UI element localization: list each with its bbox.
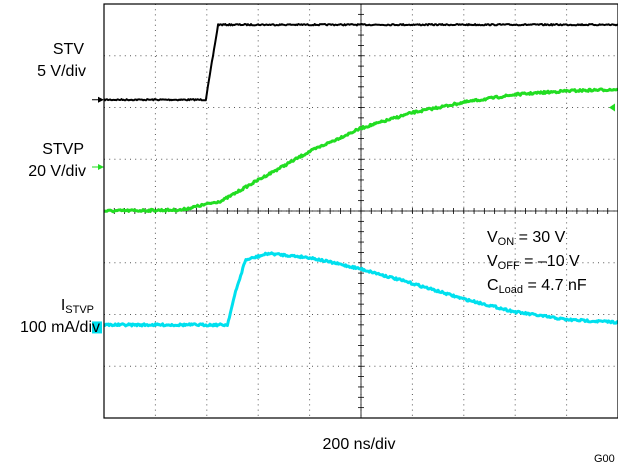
stvp-channel-name: STVP (42, 141, 84, 158)
cload-sub: Load (498, 284, 524, 296)
stv-channel-scale: 5 V/div (37, 63, 86, 80)
voff-rest: = –10 V (519, 253, 580, 270)
marker-stv (98, 96, 104, 103)
channel-markers (92, 96, 615, 334)
trace-stv (103, 23, 618, 102)
x-axis-label: 200 ns/div (322, 436, 396, 453)
scope-traces (103, 23, 618, 328)
trace-i-stvp (103, 251, 618, 328)
scope-frame (103, 3, 618, 419)
annotation-voff: VOFF = –10 V (487, 252, 580, 276)
istvp-name-main: I (60, 297, 66, 314)
stvp-channel-scale: 20 V/div (28, 163, 86, 180)
marker-stvp (98, 164, 104, 171)
scope-grid (103, 3, 618, 419)
annotation-von: VON = 30 V (487, 228, 565, 252)
istvp-channel-scale: 100 mA/div (19, 319, 100, 336)
istvp-channel-name: ISTVP (61, 296, 94, 320)
cload-rest: = 4.7 nF (523, 277, 587, 294)
von-main: V (487, 229, 498, 246)
von-sub: ON (497, 236, 515, 248)
marker-i-stvp (92, 321, 102, 334)
von-rest: = 30 V (514, 229, 566, 246)
voff-sub: OFF (497, 260, 520, 272)
right-marker-stvp (609, 103, 615, 112)
istvp-name-sub: STVP (65, 304, 94, 316)
figure-id: G00 (594, 453, 615, 465)
voff-main: V (487, 253, 498, 270)
stv-channel-name: STV (52, 41, 84, 58)
trace-stvp (103, 87, 618, 214)
annotation-cload: CLoad = 4.7 nF (487, 276, 587, 300)
cload-main: C (487, 277, 499, 294)
